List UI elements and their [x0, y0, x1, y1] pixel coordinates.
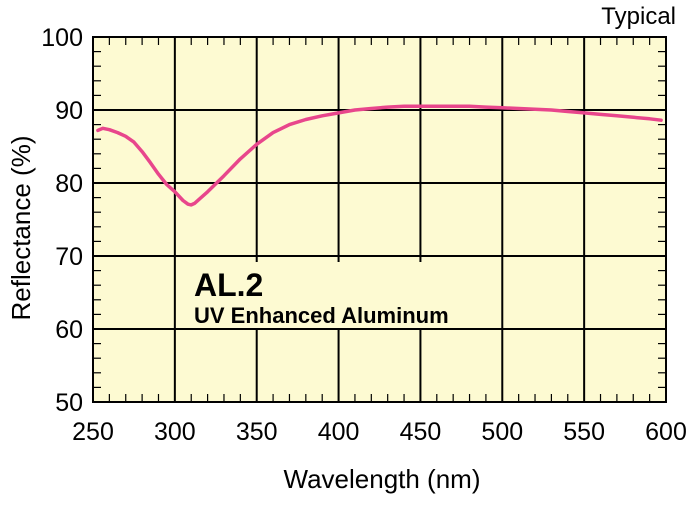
plot-background — [93, 37, 666, 402]
x-tick-label: 500 — [481, 418, 523, 446]
x-tick-labels: 250 300 350 400 450 500 550 600 — [72, 418, 687, 446]
corner-label: Typical — [601, 3, 676, 30]
reflectance-curve — [96, 104, 663, 207]
y-tick-label: 100 — [41, 24, 83, 52]
x-tick-label: 400 — [318, 418, 360, 446]
annotation-title: AL.2 — [194, 267, 263, 303]
y-tick-label: 90 — [55, 97, 83, 125]
minor-ticks — [93, 37, 666, 402]
x-tick-label: 550 — [563, 418, 605, 446]
y-tick-label: 60 — [55, 316, 83, 344]
y-axis-label: Reflectance (%) — [6, 136, 36, 321]
x-tick-label: 250 — [72, 418, 114, 446]
plot-border — [92, 36, 667, 403]
x-tick-label: 350 — [236, 418, 278, 446]
y-tick-labels: 50 60 70 80 90 100 — [41, 24, 83, 417]
y-tick-label: 70 — [55, 243, 83, 271]
annotation-subtitle: UV Enhanced Aluminum — [194, 303, 449, 328]
x-axis-label: Wavelength (nm) — [284, 464, 481, 494]
x-tick-label: 300 — [154, 418, 196, 446]
x-tick-label: 450 — [400, 418, 442, 446]
y-tick-label: 80 — [55, 170, 83, 198]
series-layer — [96, 104, 663, 207]
x-tick-label: 600 — [645, 418, 687, 446]
annotation-backdrop — [190, 262, 485, 328]
y-tick-label: 50 — [55, 389, 83, 417]
